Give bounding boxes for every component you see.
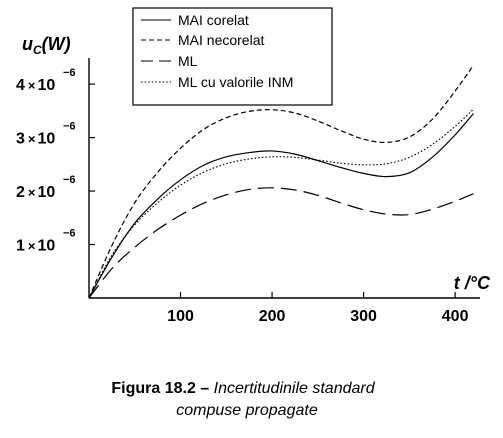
legend-label: MAI corelat [178,12,249,28]
legend-box [132,7,333,106]
series-line-1 [88,113,474,299]
y-tick-exponent: −6 [63,67,76,79]
legend-label: ML cu valorile INM [178,74,293,90]
series-lines [88,65,474,299]
figure-caption: Figura 18.2 – Incertitudinile standard c… [111,380,375,419]
series-line-3 [88,187,474,299]
y-axis-title: uC(W) [22,34,71,57]
legend: MAI corelat MAI necorelat ML ML cu valorile… [132,7,333,106]
x-axis-title: t /°C [454,273,491,293]
y-tick-exponent: −6 [63,228,76,240]
series-line-2 [88,65,474,299]
series-line-4 [88,108,474,299]
y-tick-label: 3 × 10 [16,131,55,148]
legend-label: ML [178,53,198,69]
y-tick-exponent: −6 [63,174,76,186]
x-tick-label: 400 [442,308,469,325]
y-tick-label: 2 × 10 [16,184,55,201]
y-axis-ticks: 1 × 10 −6 2 × 10 −6 3 × 10 −6 4 × 10 −6 [16,67,95,255]
legend-label: MAI necorelat [178,32,264,48]
x-axis-ticks: 100 200 300 400 [167,292,469,325]
y-tick-label: 4 × 10 [16,77,55,94]
y-tick-exponent: −6 [63,121,76,133]
x-tick-label: 200 [259,308,286,325]
caption-line-1: Figura 18.2 – Incertitudinile standard [111,380,375,397]
y-tick-label: 1 × 10 [16,238,55,255]
caption-line-2: compuse propagate [176,402,318,419]
x-tick-label: 100 [167,308,194,325]
x-tick-label: 300 [350,308,377,325]
